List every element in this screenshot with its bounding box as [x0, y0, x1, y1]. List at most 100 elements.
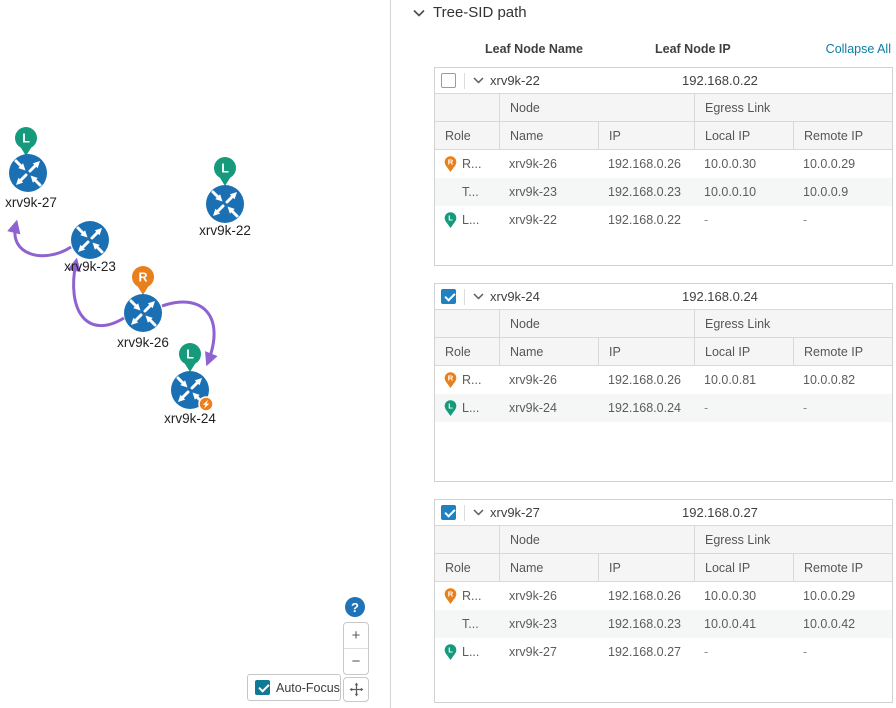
leaf-node-name-header: Leaf Node Name — [485, 42, 583, 56]
egress-group-header: Egress Link — [694, 94, 892, 121]
table-row[interactable]: R R... xrv9k-26 192.168.0.26 10.0.0.81 1… — [435, 366, 892, 394]
zoom-out-button[interactable]: − — [344, 648, 368, 674]
ip-cell: 192.168.0.26 — [608, 373, 681, 387]
fit-to-view-icon — [349, 682, 363, 697]
local-ip-cell: 10.0.0.30 — [704, 157, 757, 171]
role-cell: R... — [462, 157, 482, 171]
node-label: xrv9k-26 — [117, 335, 169, 350]
name-header: Name — [499, 122, 598, 149]
name-cell: xrv9k-24 — [509, 401, 557, 415]
leaf-pin-icon: L — [444, 399, 457, 416]
leaf-section-header[interactable]: xrv9k-27 192.168.0.27 — [435, 500, 892, 526]
remote-ip-cell: 10.0.0.29 — [803, 157, 856, 171]
svg-text:R: R — [448, 157, 454, 166]
topology-canvas[interactable]: L L R L xrv9k-27 xrv9k-22 xrv9k-23 — [0, 0, 390, 708]
topology-node-xrv9k-22[interactable]: xrv9k-22 — [199, 183, 251, 238]
help-button[interactable]: ? — [345, 597, 365, 617]
topology-node-xrv9k-23[interactable]: xrv9k-23 — [64, 219, 116, 274]
leaf-pin-icon: L — [444, 643, 457, 660]
name-cell: xrv9k-23 — [509, 617, 557, 631]
local-ip-cell: - — [704, 645, 709, 659]
leaf-section-xrv9k-27: xrv9k-27 192.168.0.27 Node Egress Link R… — [434, 499, 893, 703]
name-cell: xrv9k-23 — [509, 185, 557, 199]
table-row[interactable]: L L... xrv9k-22 192.168.0.22 - - — [435, 206, 892, 234]
ip-cell: 192.168.0.24 — [608, 401, 681, 415]
remote-ip-cell: 10.0.0.42 — [803, 617, 856, 631]
path-segment-23-to-27 — [7, 219, 72, 258]
chevron-down-icon — [473, 77, 484, 84]
ip-header: IP — [598, 338, 694, 365]
table-row[interactable]: T... xrv9k-23 192.168.0.23 10.0.0.10 10.… — [435, 178, 892, 206]
table-row[interactable]: L L... xrv9k-27 192.168.0.27 - - — [435, 638, 892, 666]
leaf-checkbox[interactable] — [441, 289, 456, 304]
role-header: Role — [445, 560, 471, 575]
node-group-header: Node — [499, 310, 694, 337]
name-cell: xrv9k-26 — [509, 373, 557, 387]
local-ip-header: Local IP — [694, 122, 793, 149]
leaf-checkbox[interactable] — [441, 505, 456, 520]
router-icon — [69, 219, 111, 261]
role-cell: L... — [462, 213, 480, 227]
ip-header: IP — [598, 554, 694, 581]
table-column-header: Role Name IP Local IP Remote IP — [435, 122, 892, 150]
svg-text:L: L — [448, 213, 453, 222]
node-label: xrv9k-27 — [5, 195, 57, 210]
name-cell: xrv9k-26 — [509, 157, 557, 171]
root-pin-icon: R — [444, 587, 457, 604]
svg-text:L: L — [448, 401, 453, 410]
table-row[interactable]: L L... xrv9k-24 192.168.0.24 - - — [435, 394, 892, 422]
remote-ip-header: Remote IP — [793, 554, 892, 581]
topology-node-xrv9k-26[interactable]: xrv9k-26 — [117, 292, 169, 350]
auto-focus-checkbox[interactable] — [255, 680, 270, 695]
table-row[interactable]: R R... xrv9k-26 192.168.0.26 10.0.0.30 1… — [435, 150, 892, 178]
zoom-in-button[interactable]: + — [344, 623, 368, 648]
local-ip-cell: - — [704, 401, 709, 415]
tree-sid-path-header[interactable]: Tree-SID path — [413, 4, 527, 21]
pin-letter: L — [22, 132, 30, 146]
name-cell: xrv9k-26 — [509, 589, 557, 603]
leaf-name: xrv9k-27 — [490, 505, 540, 520]
table-row[interactable]: T... xrv9k-23 192.168.0.23 10.0.0.41 10.… — [435, 610, 892, 638]
ip-cell: 192.168.0.27 — [608, 645, 681, 659]
collapse-all-link[interactable]: Collapse All — [825, 42, 891, 56]
chevron-down-icon — [473, 293, 484, 300]
leaf-ip: 192.168.0.27 — [682, 505, 758, 520]
router-icon — [7, 152, 49, 194]
leaf-section-header[interactable]: xrv9k-22 192.168.0.22 — [435, 68, 892, 94]
local-ip-cell: - — [704, 213, 709, 227]
fit-to-view-button[interactable] — [343, 677, 369, 702]
table-row[interactable]: R R... xrv9k-26 192.168.0.26 10.0.0.30 1… — [435, 582, 892, 610]
role-header: Role — [445, 128, 471, 143]
svg-text:L: L — [448, 645, 453, 654]
name-header: Name — [499, 554, 598, 581]
remote-ip-cell: 10.0.0.29 — [803, 589, 856, 603]
pin-letter: L — [186, 348, 194, 362]
panel-divider — [390, 0, 391, 708]
path-segment-26-to-23 — [67, 257, 125, 328]
egress-group-header: Egress Link — [694, 310, 892, 337]
leaf-section-xrv9k-24: xrv9k-24 192.168.0.24 Node Egress Link R… — [434, 283, 893, 482]
role-cell: R... — [462, 373, 482, 387]
ip-header: IP — [598, 122, 694, 149]
role-cell: R... — [462, 589, 482, 603]
leaf-name: xrv9k-24 — [490, 289, 540, 304]
topology-node-xrv9k-24[interactable]: xrv9k-24 — [164, 369, 216, 426]
svg-text:R: R — [448, 373, 454, 382]
node-group-header: Node — [499, 94, 694, 121]
leaf-ip: 192.168.0.24 — [682, 289, 758, 304]
leaf-section-header[interactable]: xrv9k-24 192.168.0.24 — [435, 284, 892, 310]
role-cell: L... — [462, 401, 480, 415]
name-cell: xrv9k-22 — [509, 213, 557, 227]
topology-node-xrv9k-27[interactable]: xrv9k-27 — [5, 152, 57, 210]
ip-cell: 192.168.0.23 — [608, 617, 681, 631]
table-column-header: Role Name IP Local IP Remote IP — [435, 338, 892, 366]
local-ip-header: Local IP — [694, 554, 793, 581]
table-group-header: Node Egress Link — [435, 310, 892, 338]
table-column-header: Role Name IP Local IP Remote IP — [435, 554, 892, 582]
plus-icon: + — [351, 627, 361, 644]
table-group-header: Node Egress Link — [435, 526, 892, 554]
name-cell: xrv9k-27 — [509, 645, 557, 659]
leaf-node-ip-header: Leaf Node IP — [655, 42, 731, 56]
leaf-checkbox[interactable] — [441, 73, 456, 88]
leaf-name: xrv9k-22 — [490, 73, 540, 88]
